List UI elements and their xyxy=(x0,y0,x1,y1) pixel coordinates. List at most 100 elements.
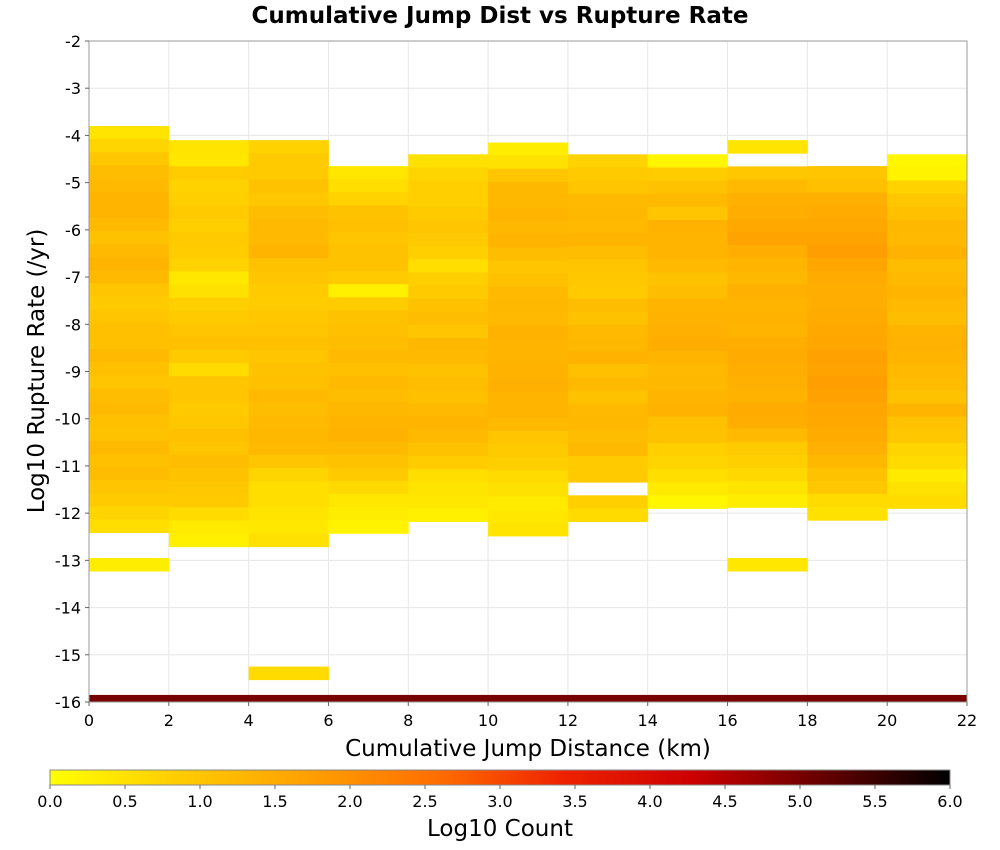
heatmap-cell xyxy=(248,454,329,469)
heatmap-cell xyxy=(328,192,409,206)
heatmap-cell xyxy=(488,496,569,511)
heatmap-cell xyxy=(887,233,968,247)
heatmap-cell xyxy=(328,179,409,193)
heatmap-cell xyxy=(887,219,968,234)
heatmap-cell xyxy=(168,428,250,443)
heatmap-cell xyxy=(647,429,728,444)
heatmap-cell xyxy=(168,402,250,416)
heatmap-cell xyxy=(727,557,808,572)
y-tick-label: -14 xyxy=(55,599,81,618)
colorbar-tick-label: 4.5 xyxy=(712,792,737,811)
heatmap-cell xyxy=(89,348,170,363)
heatmap-cell xyxy=(408,259,489,273)
heatmap-cell xyxy=(488,522,569,537)
heatmap-cell xyxy=(488,286,569,301)
heatmap-cell xyxy=(168,258,250,272)
heatmap-cell xyxy=(248,297,329,312)
heatmap-cell xyxy=(887,180,968,195)
heatmap-cell xyxy=(727,179,808,194)
heatmap-cell xyxy=(647,403,728,418)
heatmap-cell xyxy=(408,482,489,496)
heatmap-cell xyxy=(89,309,170,324)
heatmap-cell xyxy=(248,140,329,154)
heatmap-cell xyxy=(567,272,649,286)
heatmap-cell xyxy=(248,363,329,377)
heatmap-cell xyxy=(168,153,250,167)
heatmap-cells xyxy=(89,125,968,702)
colorbar-tick-label: 3.0 xyxy=(487,792,512,811)
heatmap-cell xyxy=(727,350,808,364)
heatmap-cell xyxy=(647,193,728,208)
heatmap-cell xyxy=(328,494,409,508)
heatmap-cell xyxy=(89,453,170,468)
heatmap-cell xyxy=(328,349,409,364)
heatmap-cell xyxy=(408,495,489,509)
heatmap-cell xyxy=(168,166,250,180)
heatmap-cell xyxy=(248,666,329,681)
heatmap-cell xyxy=(248,415,329,430)
heatmap-cell xyxy=(89,296,170,311)
heatmap-cell xyxy=(807,415,888,429)
heatmap-cell xyxy=(328,389,409,403)
heatmap-cell xyxy=(408,337,489,352)
heatmap-cell xyxy=(168,205,250,220)
heatmap-cell xyxy=(488,155,569,170)
x-tick-label: 20 xyxy=(877,711,897,730)
heatmap-cell xyxy=(408,416,489,431)
heatmap-cell xyxy=(727,258,808,272)
heatmap-cell xyxy=(408,311,489,326)
heatmap-cell xyxy=(727,297,808,312)
heatmap-cell xyxy=(567,311,649,326)
heatmap-cell xyxy=(567,364,649,378)
colorbar-tick-label: 2.0 xyxy=(337,792,362,811)
heatmap-cell xyxy=(887,495,968,509)
heatmap-cell xyxy=(328,428,409,442)
heatmap-cell xyxy=(488,417,569,432)
heatmap-cell xyxy=(647,154,728,168)
heatmap-cell xyxy=(168,481,250,495)
heatmap-cell xyxy=(89,125,170,140)
x-tick-label: 10 xyxy=(478,711,498,730)
heatmap-cell xyxy=(488,208,569,222)
heatmap-cell xyxy=(807,257,888,272)
heatmap-cell xyxy=(168,323,250,338)
heatmap-cell xyxy=(807,179,888,193)
heatmap-cell xyxy=(408,298,489,313)
heatmap-cell xyxy=(567,206,649,221)
heatmap-cell xyxy=(248,494,329,508)
x-tick-label: 16 xyxy=(717,711,737,730)
heatmap-cell xyxy=(248,533,329,548)
colorbar-tick-label: 5.0 xyxy=(787,792,812,811)
heatmap-cell xyxy=(89,388,170,402)
heatmap-cell xyxy=(807,428,888,442)
heatmap-cell xyxy=(89,322,170,337)
x-tick-label: 22 xyxy=(957,711,977,730)
heatmap-cell xyxy=(328,205,409,219)
heatmap-cell xyxy=(328,297,409,311)
heatmap-cell xyxy=(89,519,170,533)
heatmap-cell xyxy=(408,455,489,470)
heatmap-cell xyxy=(887,442,968,457)
heatmap-cell xyxy=(168,389,250,403)
heatmap-cell xyxy=(89,204,170,219)
heatmap-cell xyxy=(328,362,409,377)
y-tick-label: -7 xyxy=(65,268,81,287)
heatmap-cell xyxy=(567,246,649,260)
chart-title: Cumulative Jump Dist vs Rupture Rate xyxy=(252,3,749,29)
x-tick-label: 6 xyxy=(323,711,333,730)
heatmap-cell xyxy=(807,349,888,364)
heatmap-cell xyxy=(328,323,409,338)
heatmap-cell xyxy=(89,401,170,415)
heatmap-cell xyxy=(727,245,808,259)
heatmap-cell xyxy=(168,376,250,390)
heatmap-cell xyxy=(488,431,569,445)
heatmap-cell xyxy=(727,389,808,403)
heatmap-cell xyxy=(647,416,728,431)
heatmap-cell xyxy=(647,482,728,496)
heatmap-cell xyxy=(248,179,329,194)
heatmap-cell xyxy=(328,284,409,298)
heatmap-cell xyxy=(807,375,888,390)
x-tick-label: 0 xyxy=(84,711,94,730)
heatmap-cell xyxy=(647,377,728,391)
heatmap-cell xyxy=(727,494,808,508)
